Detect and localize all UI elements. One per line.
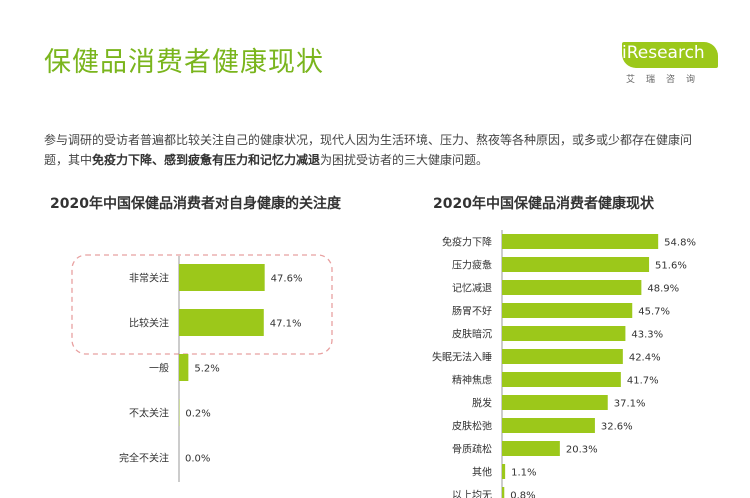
left-value-label: 0.0% — [185, 454, 210, 465]
right-category-label: 皮肤暗沉 — [452, 328, 492, 341]
right-category-label: 肠胃不好 — [452, 306, 492, 318]
intro-highlight: 免疫力下降、感到疲惫有压力和记忆力减退 — [92, 153, 321, 167]
intro-paragraph: 参与调研的受访者普遍都比较关注自己的健康状况，现代人因为生活环境、压力、熬夜等各… — [44, 130, 714, 170]
logo-text: iResearch — [622, 43, 705, 63]
right-value-label: 45.7% — [638, 307, 670, 318]
right-category-label: 脱发 — [472, 397, 492, 410]
left-value-label: 47.1% — [270, 319, 302, 330]
page-title: 保健品消费者健康现状 — [44, 47, 324, 78]
right-bar — [502, 303, 633, 318]
logo-badge — [622, 42, 718, 68]
right-category-label: 精神焦虑 — [452, 374, 492, 387]
right-value-label: 32.6% — [601, 422, 633, 433]
left-value-label: 47.6% — [271, 274, 303, 285]
left-bar — [179, 354, 189, 381]
right-category-label: 记忆减退 — [452, 282, 492, 295]
left-value-label: 5.2% — [194, 364, 219, 375]
right-value-label: 0.8% — [510, 491, 535, 498]
right-bar — [502, 487, 505, 498]
right-bar — [502, 418, 595, 433]
right-bar — [502, 326, 626, 341]
right-value-label: 1.1% — [511, 468, 536, 479]
left-chart-title: 2020年中国保健品消费者对自身健康的关注度 — [50, 196, 341, 212]
left-category-label: 非常关注 — [129, 272, 169, 285]
left-category-label: 比较关注 — [129, 317, 169, 330]
left-category-label: 一般 — [149, 362, 169, 375]
right-value-label: 42.4% — [629, 353, 661, 364]
right-bar — [502, 257, 650, 272]
right-chart-title: 2020年中国保健品消费者健康现状 — [433, 196, 654, 212]
right-category-label: 失眠无法入睡 — [432, 351, 492, 364]
right-bar — [502, 441, 560, 456]
right-category-label: 以上均无 — [452, 490, 492, 498]
iresearch-logo: iResearch 艾瑞咨询 — [618, 40, 728, 90]
intro-text-2: 为困扰受访者的三大健康问题。 — [320, 153, 489, 167]
right-value-label: 20.3% — [566, 445, 598, 456]
right-value-label: 51.6% — [655, 261, 687, 272]
left-category-label: 不太关注 — [129, 407, 169, 420]
right-bar — [502, 280, 642, 295]
right-category-label: 骨质疏松 — [452, 443, 492, 456]
right-bar — [502, 395, 608, 410]
logo-subtitle: 艾瑞咨询 — [626, 75, 707, 85]
right-bar — [502, 234, 659, 249]
right-value-label: 43.3% — [631, 330, 663, 341]
right-value-label: 41.7% — [627, 376, 659, 387]
right-category-label: 皮肤松弛 — [452, 420, 492, 433]
right-category-label: 其他 — [472, 466, 492, 479]
right-category-label: 免疫力下降 — [442, 236, 492, 249]
right-value-label: 54.8% — [664, 238, 696, 249]
right-bar — [502, 349, 623, 364]
left-category-label: 完全不关注 — [119, 452, 169, 465]
left-bar — [179, 309, 264, 336]
right-category-label: 压力疲惫 — [452, 259, 492, 272]
right-value-label: 48.9% — [647, 284, 679, 295]
right-value-label: 37.1% — [614, 399, 646, 410]
right-bar — [502, 372, 621, 387]
intro-text-1: 参与调研的受访者普遍都比较关注自己的健康状况，现代人因为生活环境、压力、熬夜等各… — [44, 133, 693, 167]
left-value-label: 0.2% — [185, 409, 210, 420]
right-bar — [502, 464, 506, 479]
highlight-box — [71, 254, 333, 355]
left-bar — [179, 264, 265, 291]
